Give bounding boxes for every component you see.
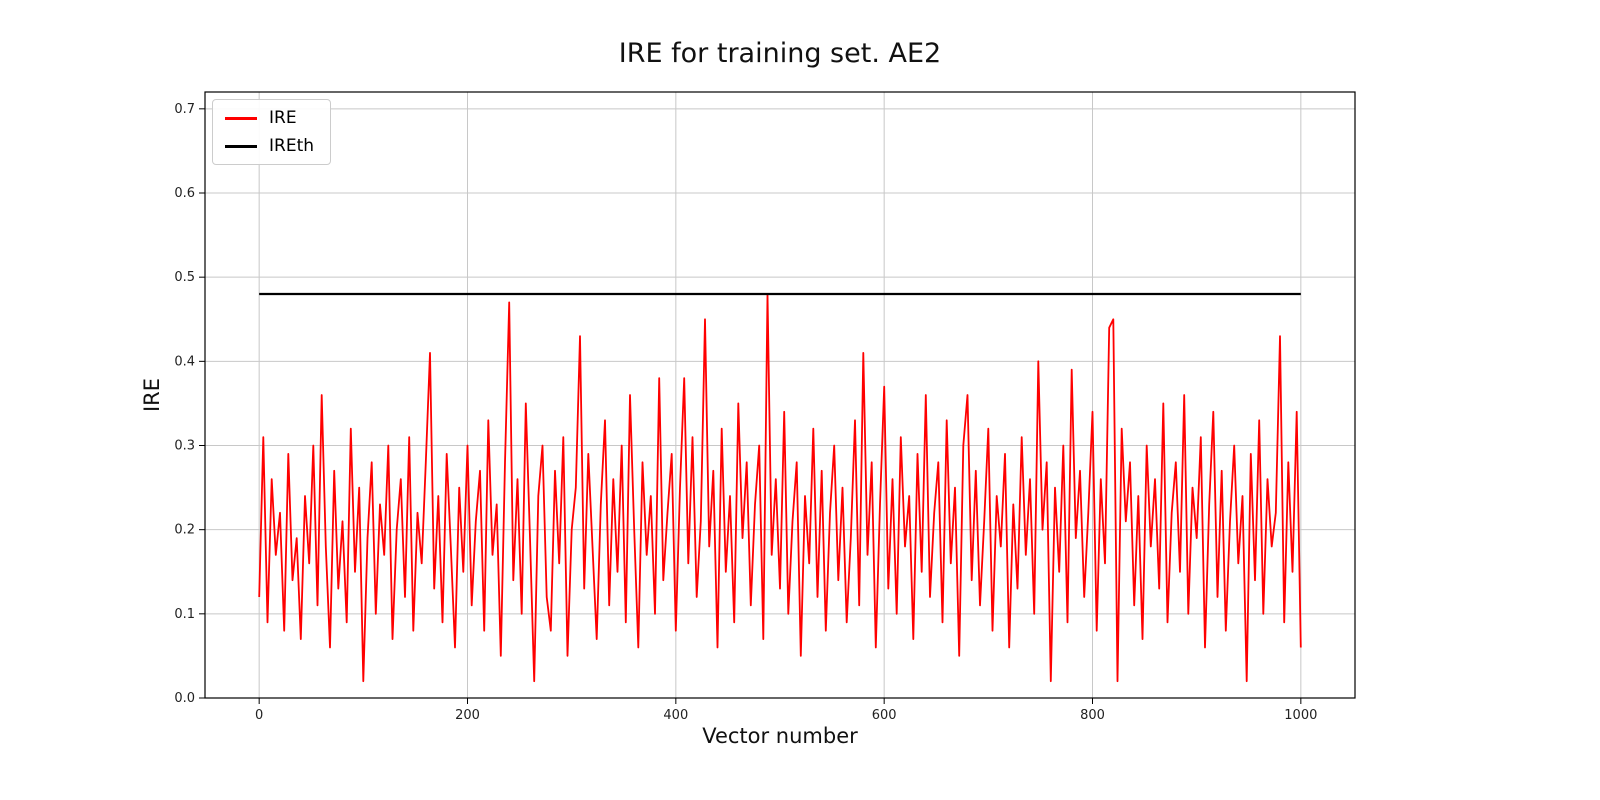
x-tick-label: 200	[455, 708, 480, 723]
y-tick-label: 0.7	[174, 102, 195, 117]
axes-spines	[204, 91, 1356, 699]
legend: IRE IREth	[212, 99, 332, 165]
tick-marks	[199, 108, 1302, 704]
ireth-line-swatch	[225, 144, 257, 148]
legend-label-ire: IRE	[269, 108, 297, 128]
ire-series-line	[258, 293, 1302, 683]
y-tick-label: 0.6	[174, 186, 195, 201]
y-tick-label: 0.1	[174, 607, 195, 622]
x-tick-label: 600	[872, 708, 897, 723]
plot-border	[204, 91, 1356, 699]
x-tick-label: 800	[1080, 708, 1105, 723]
x-tick-label: 1000	[1284, 708, 1317, 723]
y-tick-label: 0.2	[174, 523, 195, 538]
tick-labels: 0 200 400 600 800 1000 0.0 0.1 0.2 0.3 0.4 0.5 0.6 0.…	[174, 102, 1317, 723]
y-tick-label: 0.0	[174, 691, 195, 706]
y-tick-label: 0.3	[174, 439, 195, 454]
y-tick-label: 0.5	[174, 270, 195, 285]
legend-label-ireth: IREth	[269, 136, 315, 156]
y-axis-label: IRE	[140, 377, 164, 413]
ire-line-swatch	[225, 116, 257, 120]
chart-title: IRE for training set. AE2	[618, 38, 942, 69]
x-tick-label: 400	[663, 708, 688, 723]
series-layer	[258, 292, 1302, 683]
y-tick-label: 0.4	[174, 354, 195, 369]
x-axis-label: Vector number	[702, 724, 858, 748]
grid-lines	[205, 92, 1355, 699]
legend-item-ireth: IREth	[225, 136, 314, 156]
legend-item-ire: IRE	[225, 108, 314, 128]
x-tick-label: 0	[255, 708, 263, 723]
